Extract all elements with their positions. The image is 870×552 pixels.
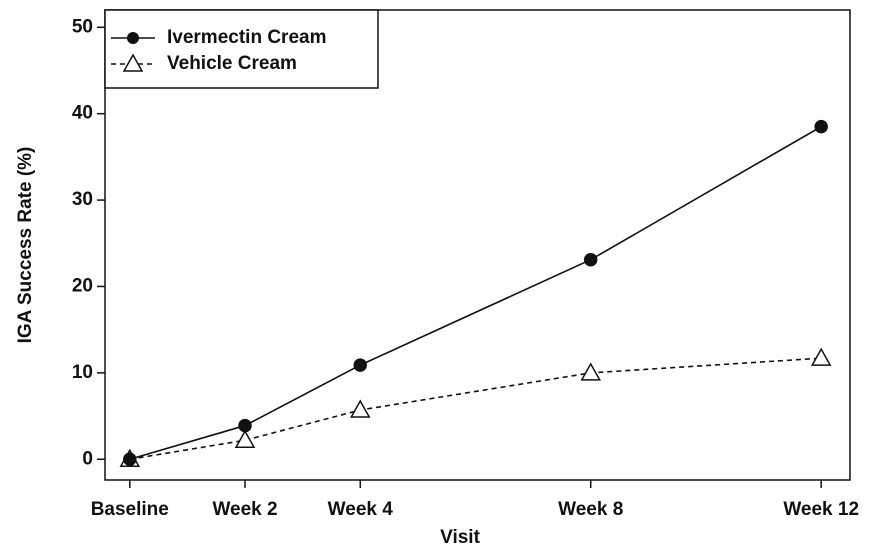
legend-box — [104, 9, 379, 89]
y-tick-label: 40 — [72, 103, 93, 124]
x-tick-label: Week 4 — [328, 499, 394, 520]
data-point — [814, 119, 828, 134]
legend-label: Ivermectin Cream — [167, 27, 326, 48]
series-line — [129, 357, 822, 461]
data-point — [810, 347, 832, 366]
plot-frame — [104, 9, 851, 481]
x-axis-label: Visit — [440, 527, 480, 548]
legend-marker — [127, 32, 139, 44]
y-tick-label: 30 — [72, 189, 93, 210]
data-point — [353, 358, 367, 372]
y-tick-label: 10 — [72, 362, 93, 383]
legend-marker — [122, 53, 144, 72]
y-axis-label: IGA Success Rate (%) — [15, 147, 36, 344]
x-tick-label: Baseline — [91, 499, 169, 520]
data-point — [238, 418, 252, 433]
y-tick-label: 20 — [72, 275, 93, 296]
data-point — [123, 452, 137, 467]
x-tick-label: Week 12 — [783, 499, 859, 520]
data-point — [580, 362, 602, 381]
y-tick-label: 0 — [82, 448, 93, 469]
x-tick-label: Week 2 — [212, 499, 277, 520]
data-point — [583, 252, 598, 267]
data-point — [349, 399, 371, 418]
y-tick-label: 50 — [72, 16, 93, 37]
series-line — [129, 125, 822, 461]
data-point — [234, 429, 256, 449]
x-tick-label: Week 8 — [558, 499, 623, 520]
legend-label: Vehicle Cream — [167, 53, 297, 74]
